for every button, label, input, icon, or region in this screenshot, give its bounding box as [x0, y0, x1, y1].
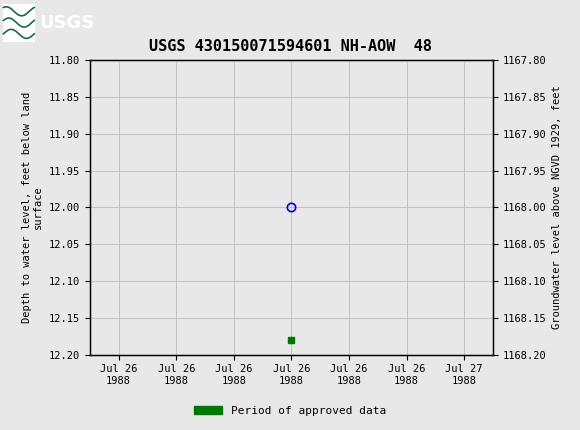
Text: USGS: USGS — [39, 14, 95, 31]
Y-axis label: Groundwater level above NGVD 1929, feet: Groundwater level above NGVD 1929, feet — [552, 86, 562, 329]
Legend: Period of approved data: Period of approved data — [190, 401, 390, 420]
Text: USGS 430150071594601 NH-AOW  48: USGS 430150071594601 NH-AOW 48 — [148, 39, 432, 54]
FancyBboxPatch shape — [3, 3, 35, 42]
Y-axis label: Depth to water level, feet below land
surface: Depth to water level, feet below land su… — [22, 92, 44, 323]
